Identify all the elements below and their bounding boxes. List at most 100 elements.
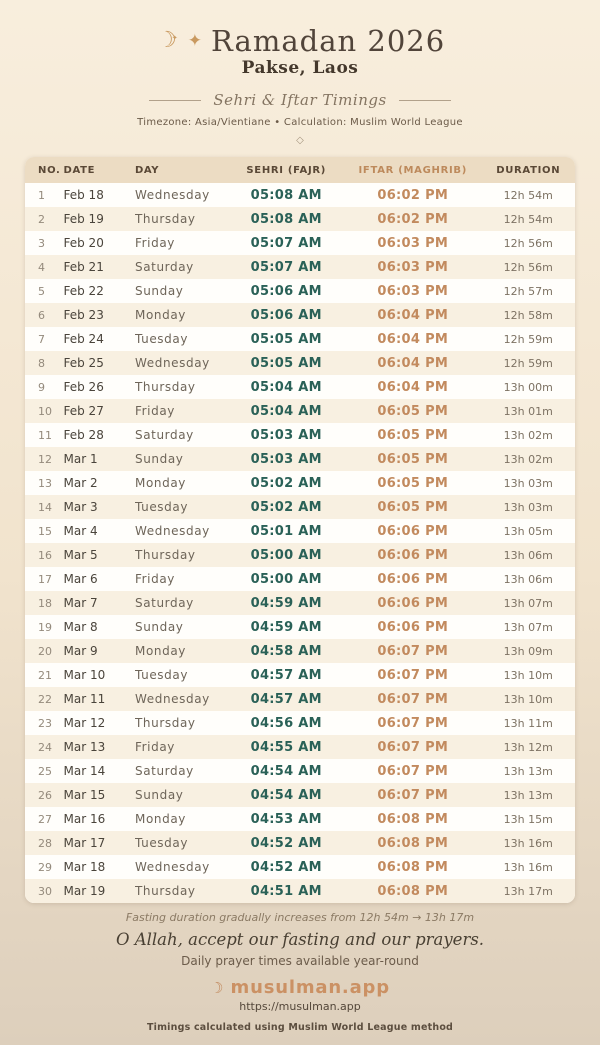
date-cell: Mar 11 [63,692,106,706]
date-cell: Mar 4 [63,524,98,538]
duration-cell: 12h 58m [503,308,553,322]
row-number: 24 [38,740,52,754]
row-number: 14 [38,500,52,514]
date-cell: Mar 2 [63,476,98,490]
date-cell: Feb 22 [63,284,104,298]
iftar-time: 06:06 PM [377,619,449,635]
divider-line-left [149,99,202,101]
date-cell: Feb 25 [63,356,104,370]
duration-cell: 13h 05m [503,524,553,538]
iftar-time: 06:06 PM [377,547,449,563]
iftar-time: 06:07 PM [377,667,449,683]
table-row: 15 Mar 4 Wednesday 05:01 AM 06:06 PM 13h… [25,519,575,543]
duration-cell: 13h 02m [503,428,553,442]
sehri-time: 05:06 AM [250,307,322,323]
date-cell: Mar 17 [63,836,106,850]
day-cell: Monday [135,644,186,658]
day-cell: Tuesday [135,332,189,346]
iftar-time: 06:05 PM [377,499,449,515]
iftar-time: 06:03 PM [377,283,449,299]
duration-cell: 13h 13m [503,764,553,778]
duration-cell: 12h 57m [503,284,553,298]
row-number: 19 [38,620,52,634]
duration-cell: 13h 06m [503,548,553,562]
date-cell: Feb 26 [63,380,104,394]
day-cell: Sunday [135,788,184,802]
sehri-time: 05:03 AM [250,451,322,467]
day-cell: Wednesday [135,356,210,370]
row-number: 18 [38,596,52,610]
iftar-time: 06:02 PM [377,211,449,227]
day-cell: Thursday [135,212,196,226]
day-cell: Tuesday [135,836,189,850]
day-cell: Thursday [135,380,196,394]
day-cell: Thursday [135,548,196,562]
iftar-time: 06:06 PM [377,571,449,587]
table-row: 6 Feb 23 Monday 05:06 AM 06:04 PM 12h 58… [25,303,575,327]
subtitle-row: Sehri & Iftar Timings [0,91,600,109]
iftar-time: 06:05 PM [377,451,449,467]
iftar-time: 06:07 PM [377,787,449,803]
duration-cell: 13h 10m [503,668,553,682]
duration-cell: 13h 16m [503,860,553,874]
day-cell: Sunday [135,452,184,466]
row-number: 28 [38,836,52,850]
brand-link[interactable]: ☾ musulman.app [0,977,600,998]
date-cell: Feb 24 [63,332,104,346]
iftar-time: 06:08 PM [377,811,449,827]
brand-name: musulman.app [230,977,390,998]
duration-cell: 13h 07m [503,620,553,634]
iftar-time: 06:04 PM [377,307,449,323]
day-cell: Wednesday [135,860,210,874]
table-row: 23 Mar 12 Thursday 04:56 AM 06:07 PM 13h… [25,711,575,735]
duration-cell: 13h 07m [503,596,553,610]
sehri-time: 04:55 AM [250,739,322,755]
duration-cell: 12h 59m [503,332,553,346]
date-cell: Mar 7 [63,596,98,610]
date-cell: Mar 10 [63,668,106,682]
day-cell: Sunday [135,284,184,298]
duration-cell: 12h 54m [503,212,553,226]
day-cell: Saturday [135,428,194,442]
date-cell: Feb 20 [63,236,104,250]
row-number: 17 [38,572,52,586]
table-row: 30 Mar 19 Thursday 04:51 AM 06:08 PM 13h… [25,879,575,903]
sehri-time: 05:02 AM [250,499,322,515]
table-row: 3 Feb 20 Friday 05:07 AM 06:03 PM 12h 56… [25,231,575,255]
table-row: 13 Mar 2 Monday 05:02 AM 06:05 PM 13h 03… [25,471,575,495]
date-cell: Feb 18 [63,188,104,202]
iftar-time: 06:08 PM [377,835,449,851]
date-cell: Feb 28 [63,428,104,442]
row-number: 9 [38,380,45,394]
sehri-time: 05:02 AM [250,475,322,491]
table-row: 12 Mar 1 Sunday 05:03 AM 06:05 PM 13h 02… [25,447,575,471]
duration-cell: 13h 03m [503,500,553,514]
sehri-time: 05:05 AM [250,331,322,347]
table-row: 29 Mar 18 Wednesday 04:52 AM 06:08 PM 13… [25,855,575,879]
page-footer: Fasting duration gradually increases fro… [0,911,600,1033]
date-cell: Mar 6 [63,572,98,586]
row-number: 3 [38,236,45,250]
table-row: 18 Mar 7 Saturday 04:59 AM 06:06 PM 13h … [25,591,575,615]
date-cell: Feb 27 [63,404,104,418]
brand-url[interactable]: https://musulman.app [239,1000,361,1013]
row-number: 5 [38,284,45,298]
table-row: 5 Feb 22 Sunday 05:06 AM 06:03 PM 12h 57… [25,279,575,303]
row-number: 22 [38,692,52,706]
day-cell: Saturday [135,596,194,610]
day-cell: Tuesday [135,668,189,682]
row-number: 25 [38,764,52,778]
duration-cell: 13h 00m [503,380,553,394]
duration-cell: 13h 16m [503,836,553,850]
date-cell: Feb 23 [63,308,104,322]
row-number: 1 [38,188,45,202]
day-cell: Sunday [135,620,184,634]
iftar-time: 06:05 PM [377,475,449,491]
duration-cell: 12h 54m [503,188,553,202]
day-cell: Monday [135,812,186,826]
divider-line-right [398,99,451,101]
iftar-time: 06:07 PM [377,715,449,731]
row-number: 4 [38,260,45,274]
sehri-time: 04:59 AM [250,595,322,611]
row-number: 13 [38,476,52,490]
